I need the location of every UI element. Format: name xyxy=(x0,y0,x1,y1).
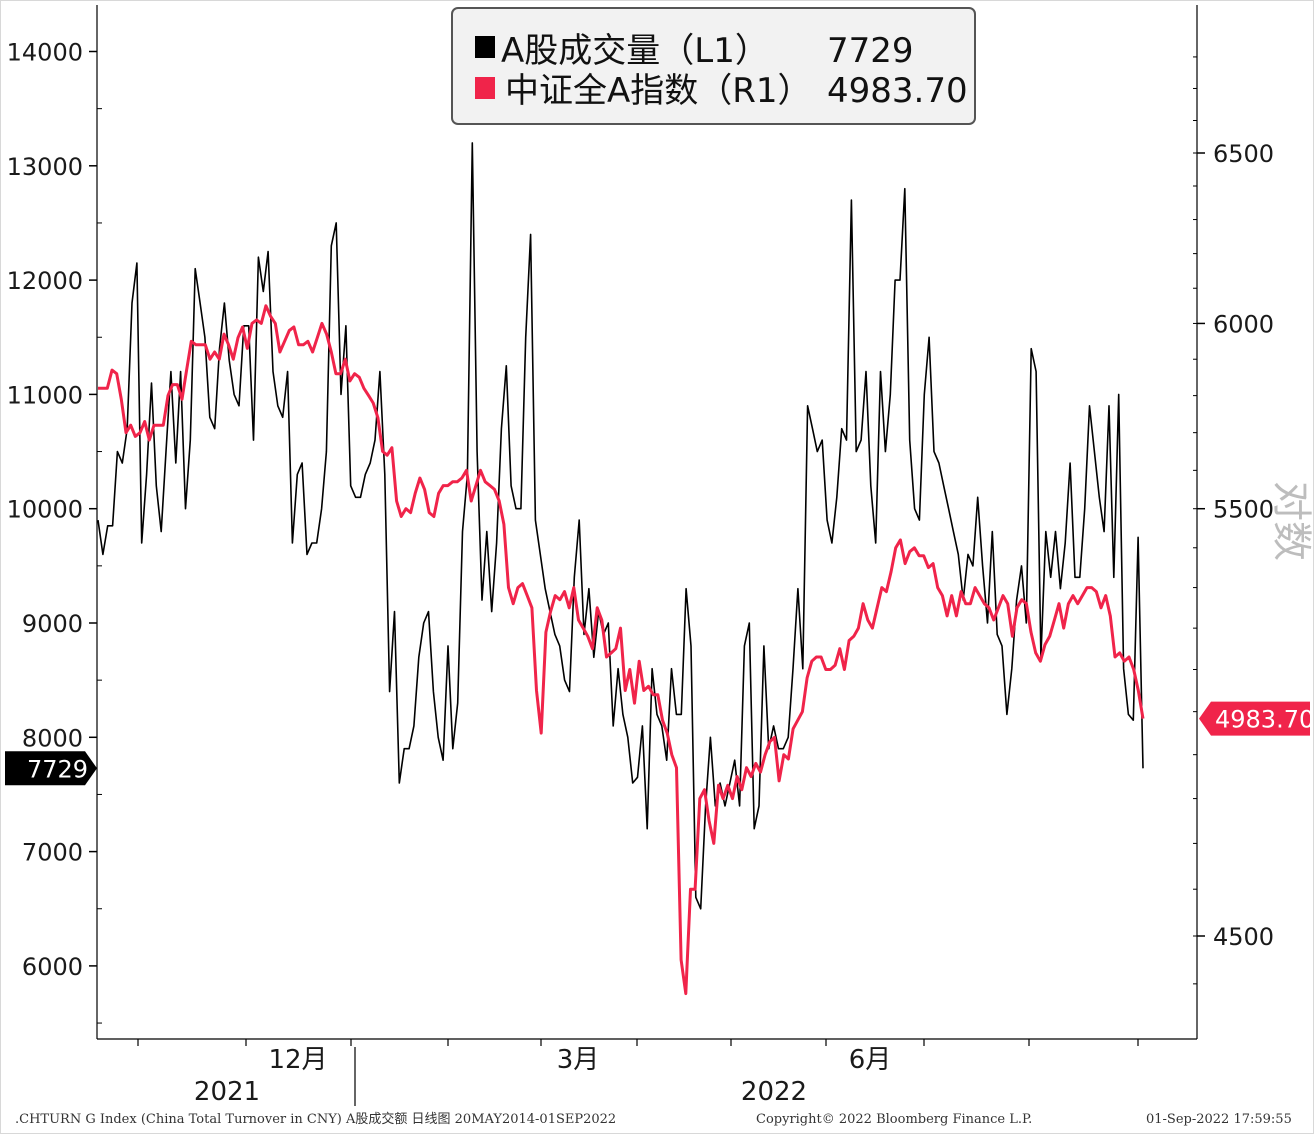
footer-timestamp: 01-Sep-2022 17:59:55 xyxy=(1146,1112,1292,1127)
legend-swatch-black xyxy=(475,36,495,58)
right-axis-title: 对数 xyxy=(1268,481,1313,561)
x-tick-label: 3月 xyxy=(557,1045,600,1075)
left-tick-label: 10000 xyxy=(7,496,83,524)
right-tick-label: 6500 xyxy=(1213,140,1274,168)
left-value-badge-text: 7729 xyxy=(27,755,88,783)
right-tick-label: 4500 xyxy=(1213,923,1274,951)
left-tick-label: 8000 xyxy=(22,724,83,752)
legend-label-index: 中证全A指数（R1） xyxy=(505,71,812,111)
left-value-badge: 7729 xyxy=(5,751,97,786)
right-axis-ticks: 4500 5500 6000 6500 xyxy=(1197,140,1274,951)
legend-label-volume: A股成交量（L1） xyxy=(501,31,769,71)
left-tick-label: 14000 xyxy=(7,39,83,67)
legend-value-volume: 7729 xyxy=(827,31,914,71)
right-value-badge: 4983.70 xyxy=(1199,701,1314,736)
left-tick-label: 7000 xyxy=(22,839,83,867)
right-tick-label: 5500 xyxy=(1213,496,1274,524)
axes xyxy=(96,5,1198,1040)
x-tick-label: 12月 xyxy=(268,1045,327,1075)
x-tick-label: 6月 xyxy=(849,1045,892,1075)
x-axis-ticks: 12月 3月 6月 2021 2022 xyxy=(137,1039,1139,1107)
left-tick-label: 12000 xyxy=(7,267,83,295)
series-lines xyxy=(97,142,1145,996)
series-line-index xyxy=(98,304,1145,996)
right-tick-label: 6000 xyxy=(1213,310,1274,338)
series-line-volume xyxy=(97,142,1144,910)
left-tick-label: 11000 xyxy=(7,381,83,409)
legend-value-index: 4983.70 xyxy=(827,71,968,111)
legend: A股成交量（L1） 7729 中证全A指数（R1） 4983.70 xyxy=(451,7,976,125)
left-tick-label: 6000 xyxy=(22,953,83,981)
footer-copyright: Copyright© 2022 Bloomberg Finance L.P. xyxy=(756,1112,1032,1127)
footer-source: .CHTURN G Index (China Total Turnover in… xyxy=(15,1111,616,1127)
x-year-label: 2022 xyxy=(741,1077,807,1107)
left-axis-ticks: 6000 7000 8000 9000 10000 11000 12000 13000 1400… xyxy=(7,39,97,981)
x-year-label: 2021 xyxy=(194,1077,260,1107)
left-tick-label: 13000 xyxy=(7,153,83,181)
right-value-badge-text: 4983.70 xyxy=(1215,706,1313,734)
legend-swatch-red xyxy=(475,77,495,99)
left-tick-label: 9000 xyxy=(22,610,83,638)
